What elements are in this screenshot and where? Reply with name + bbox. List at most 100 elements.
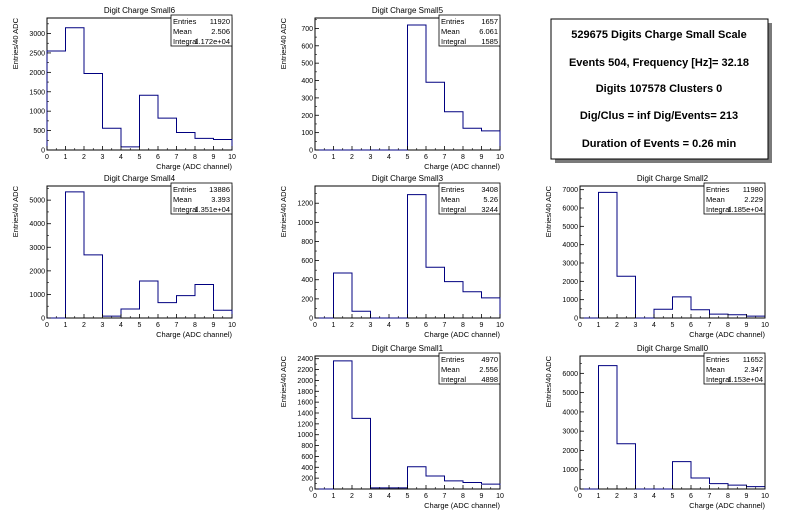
- stats-mean-value: 2.556: [479, 365, 498, 374]
- panel-title: Digit Charge Small0: [637, 344, 709, 353]
- x-tick-label: 6: [424, 154, 428, 161]
- y-tick-label: 600: [301, 43, 313, 50]
- y-tick-label: 500: [33, 128, 45, 135]
- x-tick-label: 1: [597, 493, 601, 500]
- stats-mean-label: Mean: [706, 195, 725, 204]
- summary-line-title: 529675 Digits Charge Small Scale: [571, 29, 746, 41]
- x-tick-label: 0: [45, 154, 49, 161]
- x-tick-label: 4: [652, 322, 656, 329]
- x-tick-label: 5: [671, 322, 675, 329]
- x-tick-label: 10: [496, 154, 504, 161]
- summary-pave: 529675 Digits Charge Small Scale Events …: [550, 18, 772, 163]
- y-tick-label: 0: [309, 487, 313, 494]
- stats-entries-value: 1657: [481, 17, 498, 26]
- y-axis: 0 100 200 300 400 500 600 700 Entries/40 ADC: [279, 17, 319, 155]
- x-axis-label: Charge (ADC channel): [424, 330, 500, 339]
- x-tick-label: 10: [228, 322, 236, 329]
- y-tick-label: 3000: [29, 31, 45, 38]
- stats-frame: [438, 182, 501, 215]
- x-tick-label: 2: [350, 493, 354, 500]
- y-tick-label: 2000: [562, 448, 578, 455]
- y-axis-label: Entries/40 ADC: [279, 355, 288, 407]
- stats-integral-value: 1.185e+04: [727, 205, 763, 214]
- y-tick-label: 1200: [297, 201, 313, 208]
- stats-entries-label: Entries: [441, 185, 465, 194]
- y-tick-label: 1000: [562, 467, 578, 474]
- stats-integral-value: 3244: [481, 205, 498, 214]
- x-tick-label: 7: [443, 322, 447, 329]
- y-tick-label: 0: [41, 148, 45, 155]
- x-tick-label: 9: [745, 322, 749, 329]
- y-tick-label: 1000: [562, 297, 578, 304]
- x-tick-label: 6: [689, 322, 693, 329]
- stats-mean-value: 2.347: [744, 365, 763, 374]
- x-axis-label: Charge (ADC channel): [156, 162, 232, 171]
- y-tick-label: 5000: [29, 198, 45, 205]
- x-tick-label: 3: [634, 322, 638, 329]
- y-tick-label: 0: [41, 316, 45, 323]
- x-tick-label: 5: [138, 154, 142, 161]
- y-tick-label: 200: [301, 476, 313, 483]
- y-tick-label: 4000: [29, 221, 45, 228]
- stats-mean-label: Mean: [441, 365, 460, 374]
- stats-mean-value: 3.393: [211, 195, 230, 204]
- y-tick-label: 4000: [562, 409, 578, 416]
- summary-line-events: Events 504, Frequency [Hz]= 32.18: [569, 57, 749, 69]
- histogram-line: [315, 24, 501, 151]
- y-axis-label: Entries/40 ADC: [544, 355, 553, 407]
- y-axis: 0 500 1000 1500 2000 2500 3000 Entries/40 ADC: [11, 17, 51, 155]
- stats-entries-value: 11980: [743, 185, 763, 194]
- stats-integral-label: Integral: [173, 37, 198, 46]
- x-tick-label: 8: [461, 154, 465, 161]
- summary-line-digits: Digits 107578 Clusters 0: [596, 83, 723, 95]
- stats-frame: [170, 14, 233, 47]
- x-tick-label: 3: [369, 493, 373, 500]
- y-tick-label: 1000: [297, 220, 313, 227]
- y-axis: 0 200 400 600 800 1000 1200 Entries/40 ADC: [279, 185, 319, 323]
- x-tick-label: 0: [313, 493, 317, 500]
- y-tick-label: 0: [309, 148, 313, 155]
- y-tick-label: 600: [301, 258, 313, 265]
- y-tick-label: 1200: [297, 421, 313, 428]
- x-tick-label: 1: [332, 493, 336, 500]
- y-tick-label: 600: [301, 454, 313, 461]
- y-tick-label: 2500: [29, 50, 45, 57]
- x-tick-label: 7: [175, 154, 179, 161]
- x-tick-label: 2: [82, 322, 86, 329]
- summary-line-duration: Duration of Events = 0.26 min: [582, 138, 737, 150]
- x-tick-label: 1: [64, 154, 68, 161]
- x-tick-label: 1: [597, 322, 601, 329]
- stats-mean-value: 2.506: [211, 27, 230, 36]
- y-tick-label: 2000: [562, 279, 578, 286]
- stats-frame: [703, 352, 766, 385]
- stats-entries-label: Entries: [706, 355, 730, 364]
- x-tick-label: 9: [480, 154, 484, 161]
- histogram-line: [580, 365, 766, 490]
- x-tick-label: 9: [212, 154, 216, 161]
- y-tick-label: 200: [301, 113, 313, 120]
- panel-title: Digit Charge Small6: [104, 6, 176, 15]
- stats-mean-value: 5.26: [483, 195, 498, 204]
- y-tick-label: 200: [301, 296, 313, 303]
- x-axis-label: Charge (ADC channel): [156, 330, 232, 339]
- x-tick-label: 6: [156, 154, 160, 161]
- x-axis-label: Charge (ADC channel): [424, 501, 500, 510]
- stats-integral-label: Integral: [441, 205, 466, 214]
- panel-title: Digit Charge Small5: [372, 6, 444, 15]
- x-tick-label: 4: [119, 154, 123, 161]
- x-tick-label: 0: [578, 493, 582, 500]
- stats-mean-label: Mean: [173, 195, 192, 204]
- y-axis: 0 1000 2000 3000 4000 5000 6000 7000 Entries/40 …: [544, 185, 584, 323]
- stats-integral-value: 4898: [481, 375, 498, 384]
- stats-entries-value: 3408: [481, 185, 498, 194]
- y-tick-label: 7000: [562, 187, 578, 194]
- y-tick-label: 400: [301, 78, 313, 85]
